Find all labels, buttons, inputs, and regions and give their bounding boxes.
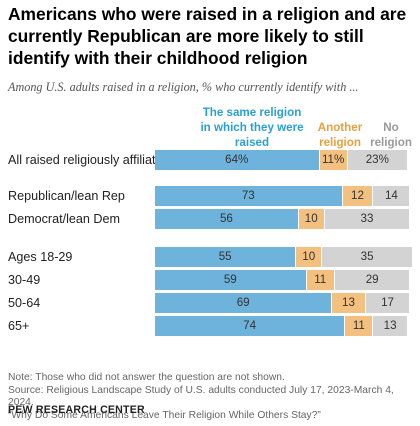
bar-segment-another-religion: 11% bbox=[319, 150, 348, 170]
brand-logo-text: PEW RESEARCH CENTER bbox=[8, 404, 145, 416]
row-label: 65+ bbox=[8, 319, 30, 333]
row-label: 50-64 bbox=[8, 296, 41, 310]
bar-segment-same-religion: 56 bbox=[155, 209, 299, 229]
report-title: “Why Do Some Americans Leave Their Relig… bbox=[8, 409, 321, 421]
source-text: Source: Religious Landscape Study of U.S… bbox=[8, 384, 394, 409]
bar-segment-another-religion: 12 bbox=[342, 186, 374, 206]
row-label: Democrat/lean Dem bbox=[8, 212, 120, 226]
row-label: Ages 18-29 bbox=[8, 250, 73, 264]
bar-segment-no-religion: 23% bbox=[347, 150, 407, 170]
bar-segment-another-religion: 10 bbox=[296, 247, 323, 267]
row-label: Republican/lean Rep bbox=[8, 189, 125, 203]
legend-item-another-religion: Another religion bbox=[317, 121, 363, 149]
bar-segment-another-religion: 11 bbox=[345, 316, 374, 336]
row-label: 30-49 bbox=[8, 273, 41, 287]
bar-segment-no-religion: 33 bbox=[324, 209, 410, 229]
legend-item-same-religion: The same religion in which they were rai… bbox=[200, 106, 304, 149]
chart-subtitle: Among U.S. adults raised in a religion, … bbox=[8, 80, 359, 94]
bar-segment-same-religion: 59 bbox=[155, 270, 307, 290]
bar-segment-another-religion: 13 bbox=[332, 293, 366, 313]
bar-segment-no-religion: 13 bbox=[373, 316, 407, 336]
chart-title: Americans who were raised in a religion … bbox=[8, 4, 407, 68]
bar-segment-same-religion: 74 bbox=[155, 316, 346, 336]
bar-segment-same-religion: 55 bbox=[155, 247, 297, 267]
bar-segment-another-religion: 10 bbox=[298, 209, 325, 229]
legend-item-no-religion: No religion bbox=[370, 121, 412, 149]
bar-segment-same-religion: 73 bbox=[155, 186, 343, 206]
bar-segment-no-religion: 29 bbox=[334, 270, 410, 290]
bar-segment-no-religion: 14 bbox=[373, 186, 410, 206]
bar-segment-same-religion: 69 bbox=[155, 293, 333, 313]
bar-segment-another-religion: 11 bbox=[306, 270, 335, 290]
footnote: Note: Those who did not answer the quest… bbox=[8, 372, 418, 422]
bar-segment-no-religion: 17 bbox=[365, 293, 410, 313]
bar-segment-no-religion: 35 bbox=[322, 247, 413, 267]
note-text: Note: Those who did not answer the quest… bbox=[8, 372, 285, 383]
row-label: All raised religiously affiliated bbox=[8, 153, 170, 167]
bar-segment-same-religion: 64% bbox=[155, 150, 320, 170]
